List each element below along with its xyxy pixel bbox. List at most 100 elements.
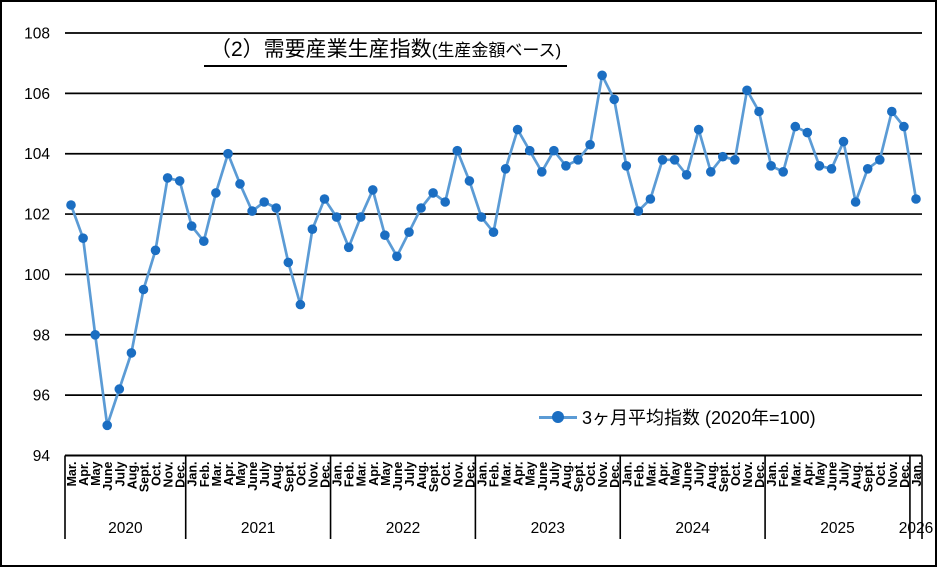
data-point-Oct.-103.8 (730, 155, 740, 165)
data-point-Nov.-103.2 (162, 173, 173, 183)
x-tick-label: Dec. (319, 462, 333, 488)
x-tick-label: Oct. (729, 462, 743, 486)
data-point-Dec.-103.1 (464, 176, 475, 186)
x-tick-label: Jan. (331, 462, 345, 487)
data-point-Aug.-103.4 (706, 167, 716, 177)
x-tick-label: Sept. (427, 462, 441, 493)
y-tick-label-104: 104 (24, 146, 50, 163)
x-tick-label: Oct. (294, 462, 308, 486)
x-tick-label: Mar. (644, 462, 658, 487)
data-point-Nov.-105.4 (887, 106, 897, 117)
legend-line-marker-icon (539, 410, 577, 424)
data-point-May-103.6 (814, 161, 825, 171)
data-point-July-104.8 (693, 124, 704, 135)
x-tick-label: Jan. (475, 462, 489, 487)
x-tick-label: Sept. (717, 462, 731, 493)
data-point-Apr.-104.7 (802, 127, 813, 138)
x-tick-label: Dec. (608, 462, 622, 488)
data-point-Sept.-103.5 (862, 164, 873, 174)
year-label-2024: 2024 (675, 520, 710, 537)
data-point-Oct.-103.8 (875, 155, 885, 165)
series-line (69, 73, 918, 427)
x-tick-label: May (89, 461, 103, 485)
x-tick-label: Nov. (886, 462, 900, 488)
data-point-May-103.8 (669, 155, 680, 165)
data-point-Feb.-103.4 (778, 167, 788, 177)
data-point-Sept.-99.5 (138, 284, 149, 295)
x-tick-label: Dec. (174, 462, 188, 488)
data-point-Feb.-102.1 (633, 206, 644, 216)
x-tick-label: Feb. (198, 462, 212, 488)
data-point-Feb.-100.9 (343, 242, 354, 253)
x-tick-label: June (101, 461, 115, 490)
x-tick-label: Nov. (306, 462, 320, 488)
data-point-May-103 (235, 179, 245, 189)
data-point-July-104.4 (838, 136, 849, 147)
data-point-Apr.-101.2 (78, 233, 88, 243)
data-point-Mar.-104.9 (790, 121, 801, 132)
data-point-Dec.-104.9 (899, 121, 909, 132)
year-label-2021: 2021 (241, 520, 275, 537)
data-point-Jan.-101.9 (476, 212, 487, 222)
x-tick-label: July (693, 461, 707, 486)
data-point-Mar.-102.5 (645, 194, 656, 204)
x-tick-label: Feb. (777, 462, 791, 488)
data-point-Sept.-103.9 (718, 151, 728, 162)
x-tick-label: Nov. (162, 462, 176, 488)
data-point-June-102.1 (247, 206, 257, 216)
x-tick-label: Mar. (355, 462, 369, 487)
y-tick-label-94: 94 (33, 448, 51, 465)
x-tick-label: June (391, 461, 405, 490)
x-tick-label: Aug. (560, 462, 574, 490)
x-tick-label: Aug. (125, 462, 139, 490)
x-tick-label: Oct. (874, 462, 888, 486)
y-tick-label-106: 106 (24, 86, 50, 103)
x-tick-label: Apr. (656, 462, 670, 486)
x-tick-label: June (536, 461, 550, 490)
x-tick-label: Apr. (367, 462, 381, 486)
x-tick-label: July (403, 461, 417, 486)
x-tick-label: July (548, 461, 562, 486)
x-tick-label: Apr. (77, 462, 91, 486)
x-tick-label: Mar. (65, 462, 79, 487)
x-tick-label: Sept. (572, 462, 586, 493)
x-tick-label: Oct. (584, 462, 598, 486)
data-point-Dec.-105.4 (754, 106, 764, 117)
x-tick-label: Mar. (500, 462, 514, 487)
x-tick-label: May (234, 461, 248, 485)
x-tick-label: Sept. (282, 462, 296, 493)
y-tick-label-96: 96 (33, 388, 50, 405)
chart-title-main: （2）需要産業生産指数 (210, 38, 432, 61)
data-point-Aug.-102.2 (271, 203, 282, 213)
data-point-Apr.-104 (223, 148, 233, 159)
x-tick-label: Jan. (186, 462, 200, 487)
y-tick-label-108: 108 (24, 26, 50, 43)
data-point-Sept.-103.8 (573, 155, 583, 165)
x-tick-label: Aug. (850, 462, 864, 490)
data-point-July-96.2 (114, 384, 125, 394)
data-point-June-103.4 (537, 167, 547, 177)
x-tick-label: Aug. (270, 462, 284, 490)
data-point-Jan.-101.9 (331, 212, 342, 222)
x-tick-label: Dec. (753, 462, 767, 488)
x-tick-label: Feb. (488, 462, 502, 488)
x-tick-label: July (113, 461, 127, 486)
data-point-Aug.-97.4 (126, 348, 137, 358)
chart-title-sub: (生産金額ベース) (431, 41, 562, 60)
y-tick-label-102: 102 (24, 207, 50, 224)
x-tick-label: June (825, 461, 839, 490)
x-tick-label: Apr. (801, 462, 815, 486)
x-tick-label: Nov. (741, 462, 755, 488)
y-tick-label-100: 100 (24, 267, 50, 284)
data-point-June-100.6 (392, 251, 402, 262)
data-point-Mar.-102.3 (66, 200, 76, 210)
x-tick-label: May (813, 461, 827, 485)
x-tick-label: Oct. (150, 462, 164, 486)
data-point-Nov.-106.1 (742, 85, 752, 96)
data-point-Aug.-102.2 (416, 203, 426, 213)
data-point-Nov.-101.5 (307, 224, 318, 234)
data-point-May-98 (90, 330, 100, 340)
data-point-Nov.-104.1 (452, 145, 463, 156)
data-point-Jan.-101.6 (186, 221, 197, 231)
x-tick-label: May (669, 461, 683, 485)
